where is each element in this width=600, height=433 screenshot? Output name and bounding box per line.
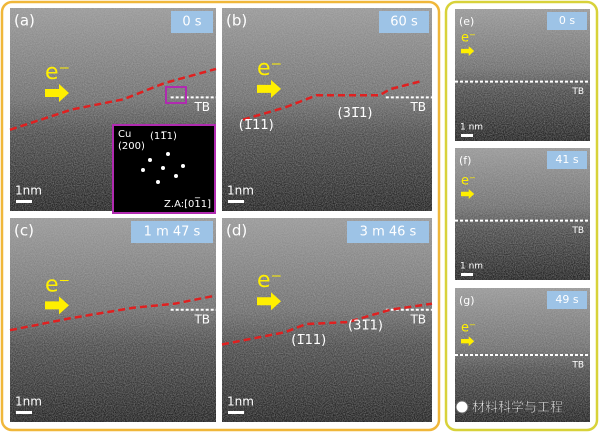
tb-label: TB bbox=[571, 87, 584, 97]
panel: (g) 49 s e⁻ TB bbox=[455, 288, 590, 422]
electron-label: e⁻ bbox=[461, 321, 476, 336]
interface-line bbox=[221, 302, 433, 346]
tb-label: TB bbox=[571, 361, 584, 371]
fft-spot bbox=[156, 180, 160, 184]
panel: (f) 41 s e⁻ TB 1 nm bbox=[455, 148, 590, 280]
scale-bar bbox=[461, 134, 473, 137]
watermark: 材料科学与工程 bbox=[472, 400, 563, 416]
panel: (e) 0 s e⁻ TB 1 nm bbox=[455, 9, 590, 141]
inset-plane-b: (11̅1) bbox=[150, 131, 177, 142]
time-label: 3 m 46 s bbox=[360, 225, 417, 240]
electron-arrow bbox=[257, 292, 281, 311]
selection-box bbox=[165, 86, 187, 104]
electron-label: e⁻ bbox=[45, 60, 70, 85]
tb-label: TB bbox=[409, 100, 426, 114]
time-label: 49 s bbox=[555, 293, 578, 306]
fft-spot bbox=[181, 164, 185, 168]
scale-bar bbox=[16, 411, 32, 414]
electron-label: e⁻ bbox=[45, 272, 70, 297]
panel-label: (e) bbox=[459, 15, 474, 28]
electron-arrow bbox=[461, 189, 475, 199]
time-badge bbox=[547, 12, 587, 30]
electron-arrow bbox=[461, 336, 475, 347]
electron-label: e⁻ bbox=[461, 31, 476, 46]
fft-spot bbox=[141, 168, 145, 172]
scale-label: 1 nm bbox=[460, 123, 483, 133]
inset-plane-a: (200) bbox=[118, 141, 145, 152]
interface-line bbox=[9, 294, 217, 332]
panel: (b) 60 s e⁻ TB 1nm (1̅11) (31̅1) bbox=[222, 8, 432, 211]
electron-arrow bbox=[45, 83, 69, 102]
scale-label: 1nm bbox=[15, 395, 42, 409]
panel-label: (f) bbox=[459, 154, 471, 167]
time-label: 41 s bbox=[555, 153, 578, 166]
panel-label: (g) bbox=[459, 294, 475, 307]
tb-label: TB bbox=[409, 312, 426, 326]
tem-texture bbox=[10, 218, 216, 422]
time-badge bbox=[131, 221, 213, 243]
time-badge bbox=[379, 11, 429, 33]
tb-label: TB bbox=[571, 226, 584, 236]
panel-label: (a) bbox=[14, 12, 35, 30]
facet-label: (1̅11) bbox=[291, 333, 326, 348]
time-label: 1 m 47 s bbox=[144, 225, 201, 240]
watermark-icon bbox=[455, 400, 469, 414]
scale-label: 1nm bbox=[227, 184, 254, 198]
electron-label: e⁻ bbox=[257, 268, 282, 293]
time-label: 0 s bbox=[559, 14, 575, 27]
time-badge bbox=[547, 291, 587, 309]
electron-arrow bbox=[257, 79, 281, 98]
scale-label: 1 nm bbox=[460, 262, 483, 272]
tem-texture bbox=[455, 148, 590, 280]
scale-bar bbox=[228, 411, 244, 414]
time-badge bbox=[547, 151, 587, 169]
facet-label: (31̅1) bbox=[338, 106, 373, 121]
scale-bar bbox=[228, 200, 244, 203]
right-frame bbox=[444, 0, 599, 432]
panel-label: (c) bbox=[14, 222, 34, 240]
electron-label: e⁻ bbox=[461, 174, 476, 189]
fft-spot bbox=[166, 152, 170, 156]
fft-inset: Cu(200) (11̅1) Z.A:[01̅1] bbox=[112, 86, 216, 214]
scale-label: 1nm bbox=[227, 395, 254, 409]
panel: (d) 3 m 46 s e⁻ TB 1nm (1̅11) (31̅1) bbox=[221, 218, 433, 422]
electron-arrow bbox=[45, 296, 69, 315]
interface-line bbox=[9, 67, 217, 131]
interface-line bbox=[242, 79, 422, 121]
fft-spot bbox=[174, 174, 178, 178]
panel-label: (d) bbox=[226, 222, 247, 240]
tem-texture bbox=[222, 218, 432, 422]
time-badge bbox=[347, 221, 429, 243]
left-frame bbox=[0, 0, 441, 432]
fft-spot bbox=[148, 158, 152, 162]
time-label: 0 s bbox=[182, 15, 201, 30]
electron-label: e⁻ bbox=[257, 56, 282, 81]
panel-label: (b) bbox=[226, 12, 247, 30]
time-badge bbox=[171, 11, 213, 33]
panel: (c) 1 m 47 s e⁻ TB 1nm bbox=[9, 218, 217, 422]
scale-label: 1nm bbox=[15, 184, 42, 198]
time-label: 60 s bbox=[390, 15, 418, 30]
tem-texture bbox=[222, 8, 432, 211]
tem-texture bbox=[455, 9, 590, 141]
inset-element: Cu bbox=[118, 129, 131, 140]
fft-spot bbox=[161, 166, 165, 170]
inset-zone-axis: Z.A:[01̅1] bbox=[164, 197, 211, 210]
scale-bar bbox=[16, 200, 32, 203]
electron-arrow bbox=[461, 46, 475, 56]
facet-label: (1̅11) bbox=[239, 118, 274, 133]
scale-bar bbox=[461, 273, 473, 276]
tb-label: TB bbox=[193, 312, 210, 326]
facet-label: (31̅1) bbox=[348, 319, 383, 334]
tb-label: TB bbox=[193, 100, 210, 114]
